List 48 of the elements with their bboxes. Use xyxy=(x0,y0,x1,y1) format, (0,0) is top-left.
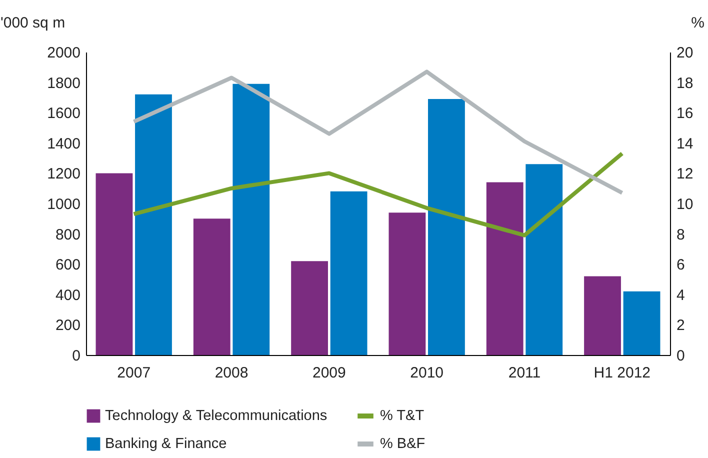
legend-label: Technology & Telecommunications xyxy=(105,408,328,424)
y2-tick-label: 20 xyxy=(676,44,694,62)
x-tick-label: 2008 xyxy=(214,364,248,382)
bar xyxy=(232,84,270,355)
y-tick-label: 1400 xyxy=(47,135,80,152)
legend-label: % T&T xyxy=(380,408,424,424)
y2-tick-label: 0 xyxy=(676,348,685,364)
bar xyxy=(291,261,328,355)
line-series xyxy=(132,152,624,238)
bar xyxy=(428,98,465,355)
legend-label: % B&F xyxy=(380,436,426,452)
y-tick-label: 600 xyxy=(55,256,80,274)
y-tick-label: 1200 xyxy=(47,166,80,183)
bar xyxy=(330,191,368,355)
bar xyxy=(584,276,621,355)
line-series xyxy=(132,70,624,195)
y-tick-label: 400 xyxy=(55,286,80,304)
y-tick-label: 1800 xyxy=(47,74,80,92)
legend-label: Banking & Finance xyxy=(105,436,227,452)
bar xyxy=(526,164,563,355)
bar xyxy=(193,218,230,355)
x-tick-label: 2010 xyxy=(410,364,444,382)
y2-tick-label: 6 xyxy=(676,256,685,274)
y2-tick-label: 10 xyxy=(676,196,694,213)
bar xyxy=(486,182,524,355)
y2-tick-label: 4 xyxy=(676,286,685,304)
bar xyxy=(135,94,172,355)
y2-axis-title: % xyxy=(691,14,704,32)
y-tick-label: 1600 xyxy=(47,105,80,122)
y-tick-label: 800 xyxy=(55,226,80,244)
y2-tick-label: 8 xyxy=(676,226,685,244)
bar xyxy=(96,173,133,355)
y2-tick-label: 16 xyxy=(676,105,694,122)
y2-tick-label: 18 xyxy=(676,74,694,92)
y-tick-label: 0 xyxy=(72,348,80,364)
x-tick-label: 2011 xyxy=(508,364,541,382)
y2-tick-label: 2 xyxy=(676,317,685,334)
x-tick-label: 2009 xyxy=(312,364,346,382)
y-tick-label: 2000 xyxy=(47,44,80,62)
x-tick-label: 2007 xyxy=(117,364,151,382)
y2-tick-label: 12 xyxy=(676,166,694,183)
bar xyxy=(623,291,660,355)
y-tick-label: 200 xyxy=(55,317,80,334)
y2-tick-label: 14 xyxy=(676,135,694,152)
bar xyxy=(388,212,426,355)
y-tick-label: 1000 xyxy=(47,196,80,213)
y-axis-title: '000 sq m xyxy=(0,14,66,32)
x-tick-label: H1 2012 xyxy=(594,364,651,382)
